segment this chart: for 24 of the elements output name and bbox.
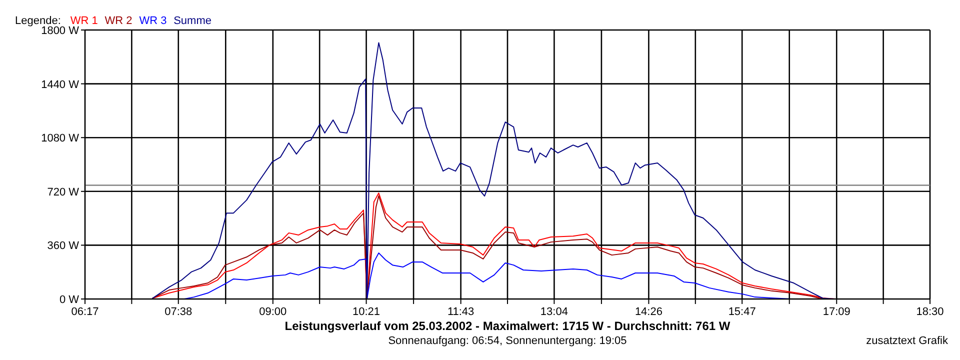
y-tick-label: 720 W <box>47 186 80 198</box>
text: Summe <box>174 15 212 27</box>
x-tick-label: 07:38 <box>164 306 192 318</box>
y-tick-label: 1440 W <box>41 78 80 91</box>
text: zusatztext Grafik <box>866 335 948 347</box>
text: WR 1 <box>70 15 98 27</box>
legend-title: Legende: <box>15 15 61 27</box>
y-tick-label: 0 W <box>59 294 80 306</box>
x-tick-label: 18:30 <box>916 306 944 318</box>
x-tick-label: 17:09 <box>822 306 850 318</box>
y-tick-label: 1080 W <box>41 132 80 145</box>
x-tick-label: 09:00 <box>259 306 287 318</box>
x-tick-label: 06:17 <box>71 306 99 318</box>
x-tick-label: 11:43 <box>447 306 474 318</box>
x-tick-label: 14:26 <box>634 306 662 318</box>
text: Sonnenaufgang: 06:54, Sonnenuntergang: 19:05 <box>388 335 627 347</box>
text: WR 2 <box>104 15 132 27</box>
y-tick-label: 360 W <box>47 240 80 252</box>
x-tick-label: 13:04 <box>540 306 568 318</box>
text: WR 3 <box>139 15 167 27</box>
x-tick-label: 10:21 <box>352 306 380 318</box>
y-tick-label: 1800 W <box>41 25 80 37</box>
x-tick-label: 15:47 <box>728 306 756 318</box>
text: Leistungsverlauf vom 25.03.2002 - Maximalwert: 1715 W - Durchschnitt: 761 W <box>284 319 731 333</box>
